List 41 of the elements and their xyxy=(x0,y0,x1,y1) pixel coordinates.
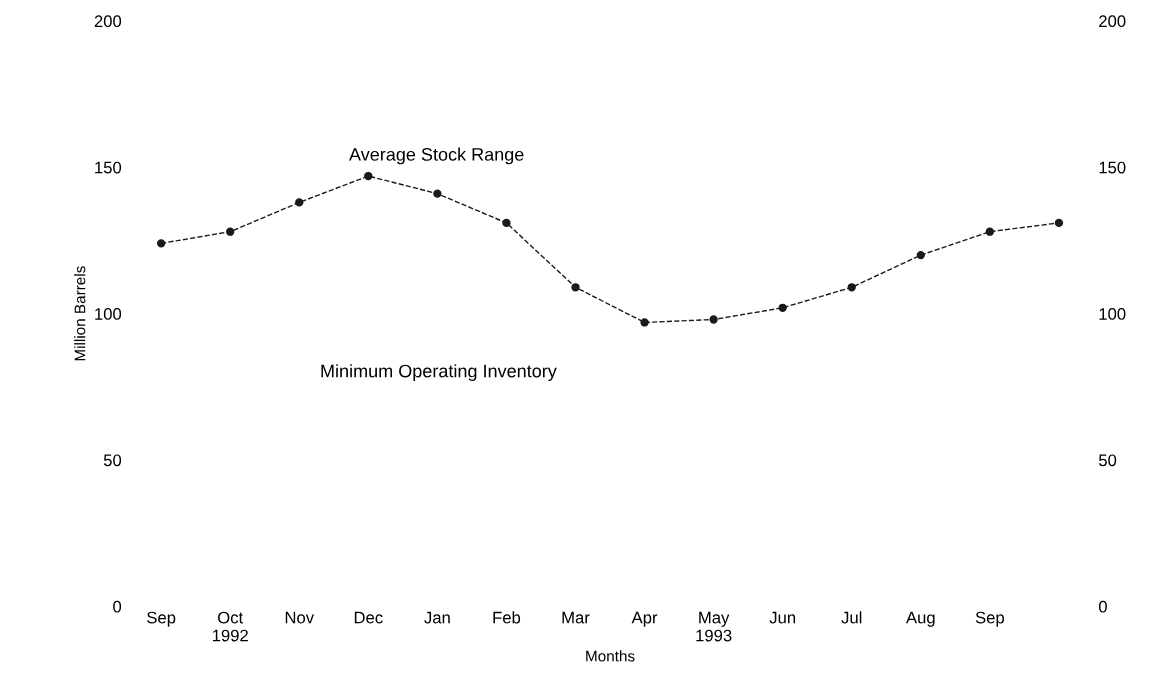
y2-tick-label: 100 xyxy=(1099,308,1126,320)
point xyxy=(433,189,442,198)
x-tick-label: Mar xyxy=(562,611,590,624)
annotation: Minimum Operating Inventory xyxy=(321,364,557,381)
y-tick-label: 50 xyxy=(103,454,122,467)
x-tick-label: May 1993 xyxy=(696,611,732,642)
y2-tick-label: 0 xyxy=(1098,600,1107,613)
point xyxy=(226,227,235,236)
y2-tick-label: 50 xyxy=(1098,454,1117,467)
y2-tick-label: 150 xyxy=(1099,161,1126,174)
x-tick-label: Oct 1992 xyxy=(212,611,248,642)
point xyxy=(364,171,373,181)
point xyxy=(985,227,995,236)
x-tick-label: Nov xyxy=(285,611,315,624)
point xyxy=(156,239,166,248)
x-tick-label: Sep xyxy=(147,611,176,627)
y-tick-label: 200 xyxy=(94,15,122,28)
y-axis-title: Million Barrels xyxy=(74,266,86,361)
point xyxy=(571,283,580,292)
point xyxy=(709,315,718,324)
point xyxy=(295,198,304,207)
x-tick-label: Jan xyxy=(424,611,450,624)
y-tick-label: 150 xyxy=(95,161,122,174)
point xyxy=(1054,218,1064,228)
x-axis-title: Months xyxy=(586,650,635,662)
point xyxy=(640,318,649,327)
x-tick-label: Aug xyxy=(906,611,935,627)
point xyxy=(778,303,787,312)
x-tick-label: Jun xyxy=(769,611,796,624)
annotation: Average Stock Range xyxy=(349,147,524,165)
y2-tick-label: 200 xyxy=(1099,15,1126,28)
x-tick-label: Feb xyxy=(493,611,521,624)
point xyxy=(916,250,925,260)
point xyxy=(847,283,856,292)
x-tick-label: Jul xyxy=(841,611,862,624)
x-tick-label: Dec xyxy=(354,611,383,624)
y-tick-label: 0 xyxy=(113,600,122,613)
x-tick-label: Apr xyxy=(631,611,658,627)
point xyxy=(502,218,511,228)
y-tick-label: 100 xyxy=(95,308,122,320)
x-tick-label: Sep xyxy=(975,611,1004,627)
